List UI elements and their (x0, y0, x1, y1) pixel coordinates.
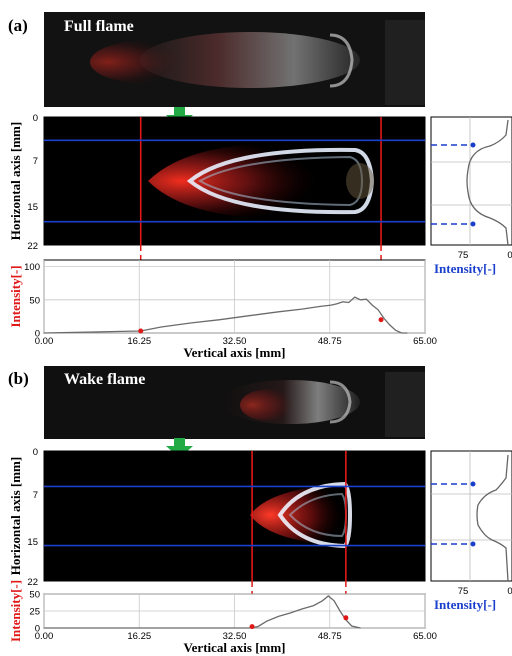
x-tick-label: 0.00 (35, 631, 54, 642)
profile-x-tick: 0 (507, 250, 512, 261)
photo-title-a: Full flame (64, 18, 134, 35)
chart-xlabel: Vertical axis [mm] (183, 345, 285, 360)
image-plot-b (43, 450, 426, 582)
photo-b (44, 366, 425, 439)
intensity-chart-b: 0.00 16.25 32.50 48.75 65.00 0 25 50 Vertical ax… (8, 580, 437, 655)
intensity-marker (249, 624, 255, 630)
profile-plot-a: 75 0 Intensity[-] (430, 116, 512, 276)
y-tick-label: 50 (29, 295, 40, 306)
y-tick: 15 (27, 537, 38, 548)
y-tick-label: 0 (35, 329, 40, 340)
profile-xlabel-b: Intensity[-] (434, 597, 496, 612)
y-tick: 0 (33, 447, 38, 458)
panel-b: (b) Wake flame 0 7 15 22 Horizontal axis… (8, 366, 512, 655)
image-y-axis-a: 0 7 15 22 Horizontal axis [mm] (8, 113, 38, 252)
x-tick-label: 32.50 (223, 631, 247, 642)
profile-xlabel-a: Intensity[-] (434, 261, 496, 276)
x-tick-label: 16.25 (127, 336, 151, 347)
profile-line (476, 454, 509, 582)
profile-plot-b: 75 0 Intensity[-] (430, 450, 512, 612)
y-tick: 0 (33, 113, 38, 124)
intensity-marker (378, 317, 384, 323)
y-tick-label: 50 (29, 590, 40, 601)
intensity-series-line (43, 296, 408, 334)
x-tick-label: 32.50 (223, 336, 247, 347)
image-plot-a (43, 116, 426, 246)
intensity-chart-a: 0.00 16.25 32.50 48.75 65.00 0 50 100 Vertical a… (8, 259, 437, 360)
y-tick-label: 0 (35, 624, 40, 635)
profile-x-tick: 75 (458, 250, 469, 261)
y-tick-label: 100 (24, 262, 40, 273)
panel-a: (a) Full flame 0 7 15 22 Horizontal axis… (8, 12, 512, 360)
y-tick: 22 (27, 577, 38, 588)
panel-label-b: (b) (8, 369, 29, 388)
x-tick-label: 65.00 (413, 631, 437, 642)
y-tick: 7 (33, 156, 38, 167)
image-ylabel-b: Horizontal axis [mm] (8, 457, 23, 575)
profile-x-tick: 0 (507, 586, 512, 597)
x-tick-label: 16.25 (127, 631, 151, 642)
x-tick-label: 65.00 (413, 336, 437, 347)
x-tick-label: 0.00 (35, 336, 54, 347)
image-ylabel-a: Horizontal axis [mm] (8, 122, 23, 240)
chart-ylabel: Intensity[-] (8, 580, 23, 642)
intensity-marker (138, 328, 144, 334)
y-tick: 15 (27, 202, 38, 213)
y-tick-label: 25 (29, 607, 40, 618)
photo-title-b: Wake flame (64, 371, 145, 388)
y-tick: 7 (33, 490, 38, 501)
chart-ylabel: Intensity[-] (8, 265, 23, 327)
photo-a (44, 12, 425, 107)
y-tick: 22 (27, 241, 38, 252)
x-tick-label: 48.75 (318, 336, 342, 347)
x-tick-label: 48.75 (318, 631, 342, 642)
panel-label-a: (a) (8, 16, 28, 35)
chart-xlabel: Vertical axis [mm] (183, 640, 285, 655)
image-y-axis-b: 0 7 15 22 Horizontal axis [mm] (8, 447, 38, 588)
profile-line (466, 119, 509, 246)
intensity-marker (343, 615, 349, 621)
profile-x-tick: 75 (458, 586, 469, 597)
